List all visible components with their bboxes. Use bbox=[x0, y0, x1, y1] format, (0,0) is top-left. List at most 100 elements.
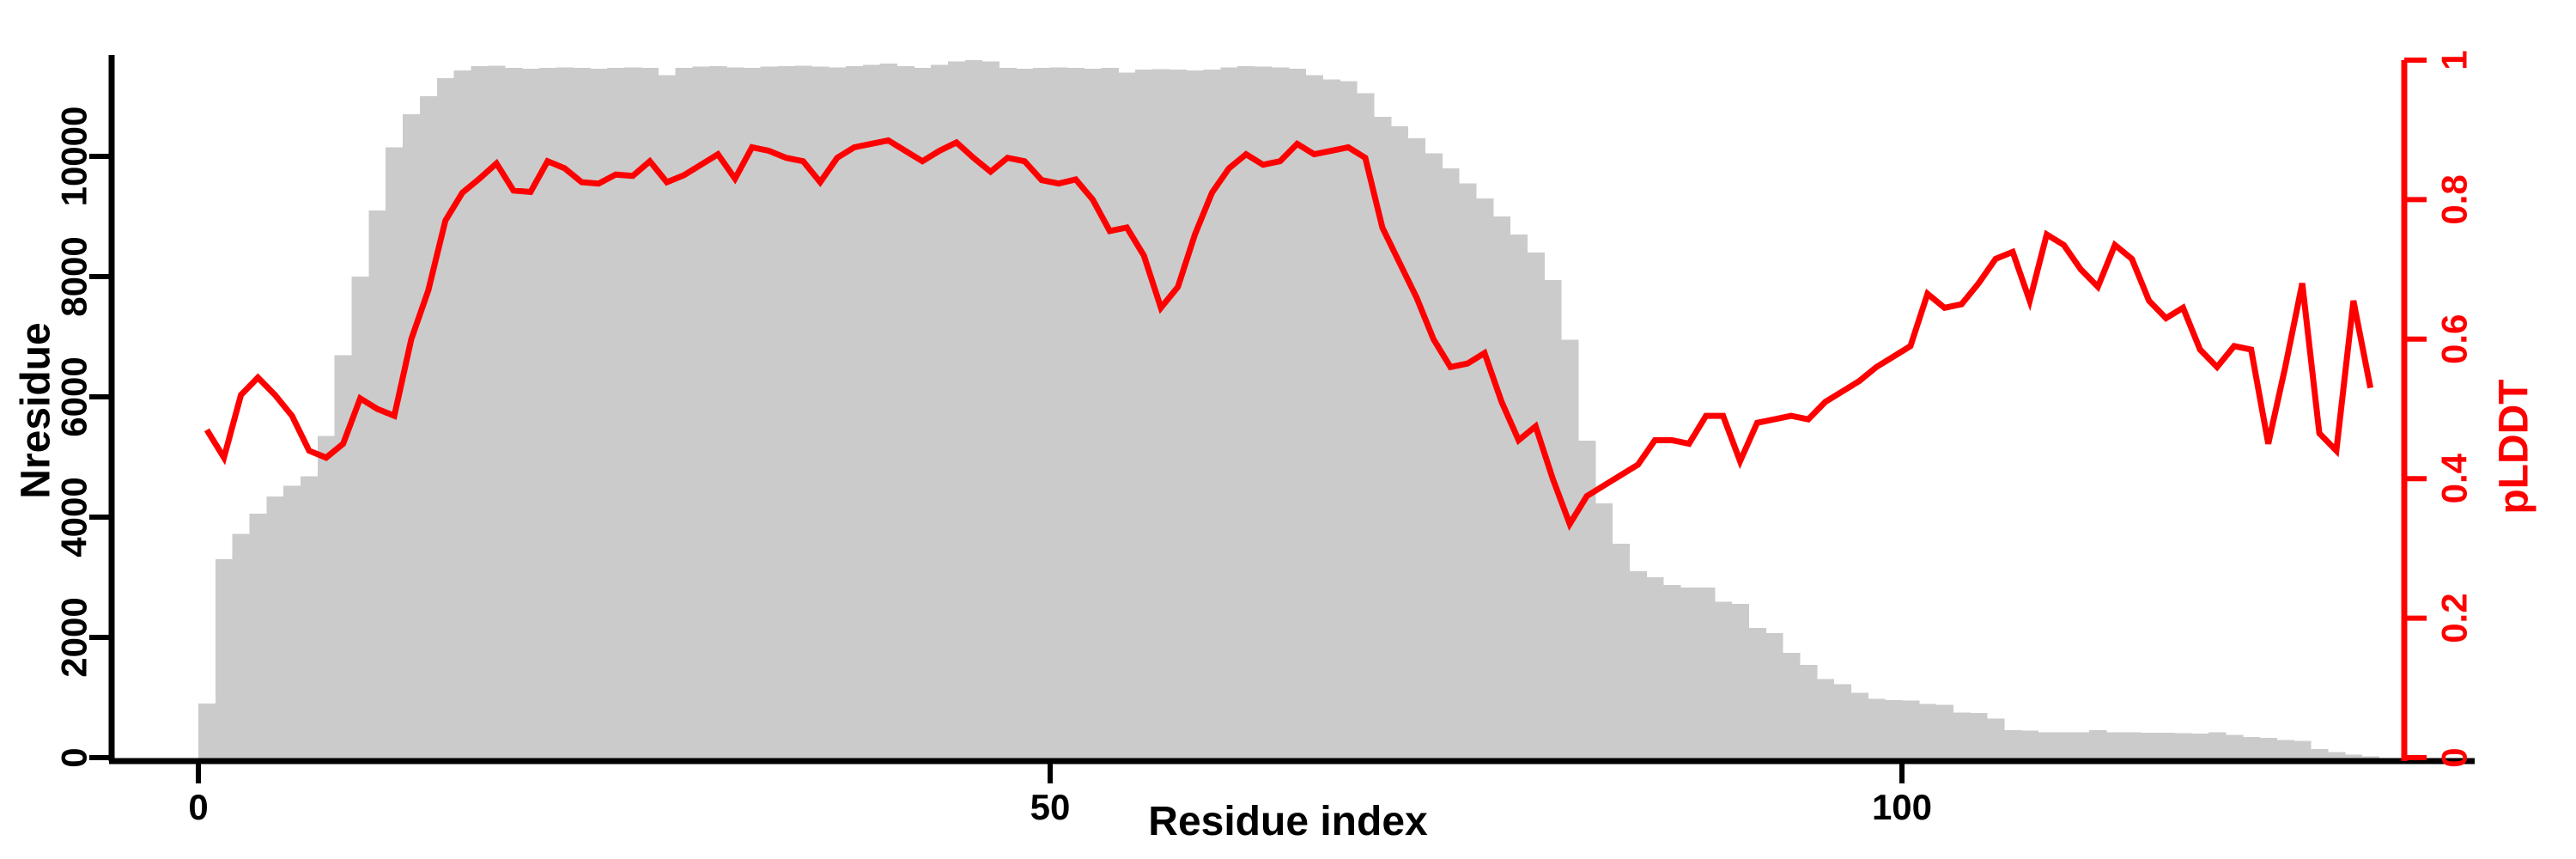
histogram-bar bbox=[999, 68, 1017, 760]
histogram-bar bbox=[2157, 732, 2175, 759]
histogram-bar bbox=[1169, 70, 1188, 759]
histogram-bar bbox=[1816, 679, 1835, 759]
histogram-bar bbox=[1288, 68, 1307, 760]
histogram-bar bbox=[1953, 712, 1971, 759]
histogram-bar bbox=[556, 67, 574, 759]
histogram-bar bbox=[709, 66, 727, 759]
histogram-bar bbox=[1595, 503, 1613, 759]
histogram-bar bbox=[624, 67, 642, 759]
histogram-bar bbox=[419, 96, 438, 759]
histogram-bar bbox=[488, 65, 506, 760]
histogram-bar bbox=[641, 68, 659, 760]
histogram-bar bbox=[811, 66, 829, 759]
y-left-axis-tick-label: 10000 bbox=[54, 107, 94, 207]
histogram-bar bbox=[2242, 737, 2261, 759]
histogram-bar bbox=[845, 66, 864, 759]
y-left-axis-tick-label: 2000 bbox=[54, 597, 94, 677]
histogram-bar bbox=[777, 66, 795, 759]
histogram-bar bbox=[232, 533, 251, 759]
histogram-bar bbox=[2123, 732, 2142, 759]
histogram-bar bbox=[2225, 734, 2244, 759]
histogram-bar bbox=[538, 68, 557, 760]
histogram-bar bbox=[947, 61, 966, 759]
histogram-bar bbox=[760, 66, 779, 759]
histogram-bar bbox=[317, 436, 336, 759]
histogram-bar bbox=[2072, 732, 2090, 759]
histogram-bars bbox=[198, 60, 2380, 760]
histogram-bar bbox=[1322, 79, 1340, 759]
histogram-bar bbox=[1527, 253, 1545, 759]
x-axis-tick-label: 50 bbox=[1030, 787, 1071, 827]
y-left-axis-title: Nresidue bbox=[14, 322, 59, 498]
histogram-bar bbox=[2140, 732, 2159, 759]
histogram-bar bbox=[1220, 67, 1238, 759]
histogram-bar bbox=[1850, 692, 1868, 759]
histogram-bar bbox=[692, 66, 710, 759]
histogram-bar bbox=[301, 476, 319, 759]
histogram-bar bbox=[1492, 216, 1511, 759]
histogram-bar bbox=[964, 60, 983, 759]
histogram-bar bbox=[1918, 704, 1937, 759]
histogram-bar bbox=[1016, 68, 1034, 760]
histogram-bar bbox=[862, 64, 881, 760]
histogram-bar bbox=[590, 68, 608, 760]
histogram-bar bbox=[1731, 603, 1749, 759]
histogram-bar bbox=[1340, 81, 1358, 759]
histogram-bar bbox=[896, 66, 914, 759]
histogram-bar bbox=[1237, 66, 1255, 759]
histogram-bar bbox=[2004, 729, 2022, 759]
y-left-axis-tick-label: 0 bbox=[54, 747, 94, 767]
histogram-bar bbox=[1425, 153, 1443, 759]
histogram-bar bbox=[931, 64, 949, 760]
histogram-bar bbox=[1118, 72, 1136, 759]
histogram-bar bbox=[1101, 68, 1119, 760]
histogram-bar bbox=[1135, 70, 1153, 759]
histogram-bar bbox=[2174, 733, 2192, 759]
histogram-bar bbox=[386, 147, 404, 759]
y-right-axis-tick-label: 0 bbox=[2434, 747, 2475, 767]
histogram-bar bbox=[453, 70, 471, 759]
histogram-bar bbox=[1255, 66, 1273, 759]
y-left-axis-tick-label: 6000 bbox=[54, 356, 94, 436]
histogram-bar bbox=[1783, 653, 1801, 759]
y-right-axis-tick-label: 1 bbox=[2434, 50, 2475, 70]
histogram-bar bbox=[829, 67, 847, 759]
histogram-bar bbox=[2089, 729, 2107, 759]
histogram-bar bbox=[607, 68, 625, 760]
histogram-bar bbox=[1373, 116, 1392, 760]
histogram-bar bbox=[1748, 627, 1766, 759]
histogram-bar bbox=[2208, 732, 2227, 759]
histogram-bar bbox=[403, 114, 421, 759]
histogram-bar bbox=[1935, 704, 1954, 759]
histogram-bar bbox=[2328, 752, 2346, 759]
plddt-line bbox=[204, 137, 2374, 531]
histogram-bar bbox=[1902, 700, 1920, 759]
histogram-bar bbox=[1357, 93, 1375, 759]
histogram-bar bbox=[981, 61, 999, 759]
y-right-axis-title: pLDDT bbox=[2492, 379, 2537, 514]
y-right-axis-tick-label: 0.8 bbox=[2434, 174, 2475, 224]
histogram-bar bbox=[743, 68, 762, 760]
histogram-bar bbox=[1305, 75, 1323, 759]
histogram-bar bbox=[573, 68, 591, 760]
y-right-axis-tick-label: 0.4 bbox=[2434, 453, 2475, 503]
histogram-bar bbox=[1629, 571, 1647, 759]
histogram-bar bbox=[505, 68, 523, 760]
histogram-bar bbox=[1407, 138, 1425, 759]
histogram-bar bbox=[794, 65, 812, 760]
histogram-bar bbox=[198, 704, 216, 759]
histogram-bar bbox=[1203, 70, 1221, 759]
histogram-bar bbox=[1476, 198, 1494, 759]
histogram-bar bbox=[879, 64, 897, 759]
histogram-bar bbox=[1066, 68, 1085, 760]
histogram-bar bbox=[471, 66, 489, 759]
histogram-bar bbox=[1833, 684, 1851, 759]
histogram-bar bbox=[1033, 68, 1051, 760]
histogram-bar bbox=[658, 75, 677, 759]
histogram-bar bbox=[2020, 730, 2039, 759]
histogram-bar bbox=[1442, 168, 1460, 759]
histogram-bar bbox=[2361, 756, 2380, 759]
histogram-bar bbox=[2344, 754, 2363, 759]
